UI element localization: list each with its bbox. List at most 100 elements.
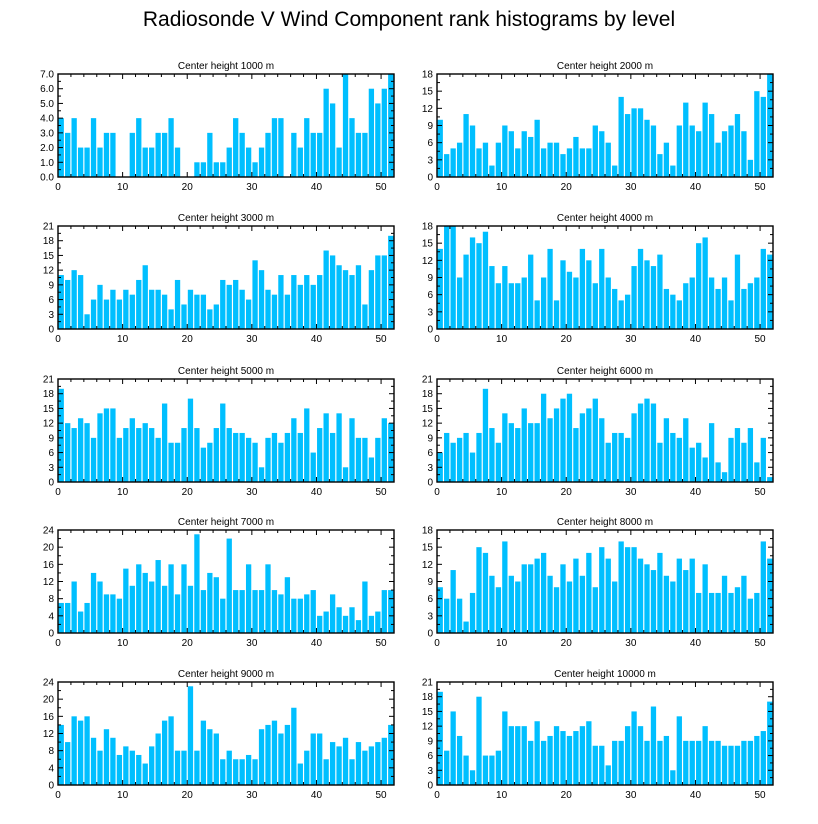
histogram-bar xyxy=(663,142,670,177)
histogram-bar xyxy=(142,147,148,177)
histogram-bar xyxy=(715,288,721,329)
x-tick-label: 50 xyxy=(755,182,767,193)
histogram-bar xyxy=(310,132,316,177)
histogram-bar xyxy=(728,745,734,785)
y-tick-label: 15 xyxy=(422,239,434,250)
histogram-bar xyxy=(239,132,245,177)
histogram-bar xyxy=(271,590,278,633)
histogram-bar xyxy=(362,581,368,633)
histogram-bar xyxy=(754,735,760,785)
histogram-bar xyxy=(388,74,394,177)
histogram-bar xyxy=(226,750,232,785)
histogram-bar xyxy=(599,418,605,482)
histogram-bar xyxy=(456,437,463,482)
histogram-bar xyxy=(437,248,443,329)
histogram-bar xyxy=(708,740,715,785)
y-tick-label: 0 xyxy=(48,781,54,792)
histogram-bar xyxy=(495,142,502,177)
histogram-bar xyxy=(437,119,443,177)
x-tick-label: 30 xyxy=(246,638,258,649)
x-tick-label: 30 xyxy=(246,790,258,801)
x-tick-label: 10 xyxy=(117,790,129,801)
histogram-bar xyxy=(683,283,689,329)
histogram-bar xyxy=(252,590,258,633)
histogram-bar xyxy=(760,731,766,785)
histogram-bar xyxy=(110,408,116,482)
y-tick-label: 6 xyxy=(427,448,433,459)
histogram-bar xyxy=(278,733,284,785)
histogram-bar xyxy=(637,403,644,482)
histogram-bar xyxy=(482,755,489,785)
x-tick-label: 30 xyxy=(625,334,637,345)
histogram-bar xyxy=(456,142,463,177)
histogram-bar xyxy=(495,750,502,785)
histogram-bar xyxy=(502,266,508,329)
histogram-bar xyxy=(207,729,213,785)
histogram-bar xyxy=(540,277,547,329)
histogram-bar xyxy=(618,96,624,177)
histogram-bar xyxy=(760,248,766,329)
histogram-bar xyxy=(708,423,715,482)
y-tick-label: 15 xyxy=(422,404,434,415)
histogram-bar xyxy=(142,423,148,482)
histogram-bar xyxy=(368,270,375,329)
histogram-bar xyxy=(187,686,194,785)
y-tick-label: 15 xyxy=(43,404,55,415)
histogram-panel: Center height 4000 m 0 3 6 9 12 15 18 0 10 20 30 40 5… xyxy=(422,213,774,345)
histogram-bar xyxy=(515,581,521,633)
histogram-bar xyxy=(239,432,245,482)
y-tick-label: 1.0 xyxy=(40,158,54,169)
histogram-bar xyxy=(317,428,323,482)
histogram-bar xyxy=(265,132,271,177)
histogram-bar xyxy=(605,558,611,633)
histogram-bar xyxy=(489,165,495,177)
histogram-bar xyxy=(515,148,521,177)
histogram-bar xyxy=(342,74,349,177)
histogram-bar xyxy=(689,277,695,329)
histogram-bar xyxy=(573,731,579,785)
y-tick-label: 20 xyxy=(43,695,55,706)
histogram-bar xyxy=(381,418,387,482)
histogram-bar xyxy=(381,255,387,329)
histogram-bar xyxy=(437,587,443,633)
y-tick-label: 9 xyxy=(48,280,54,291)
y-tick-label: 4 xyxy=(48,611,54,622)
histogram-bar xyxy=(194,534,200,633)
histogram-bar xyxy=(650,570,657,633)
histogram-bar xyxy=(84,314,90,329)
histogram-bar xyxy=(528,423,534,482)
histogram-bar xyxy=(355,620,362,634)
histogram-bar xyxy=(310,284,316,329)
histogram-bar xyxy=(547,248,553,329)
x-tick-label: 50 xyxy=(755,487,767,498)
panel-title: Center height 4000 m xyxy=(557,213,653,224)
histogram-bar xyxy=(534,558,540,633)
histogram-bar xyxy=(741,442,747,482)
histogram-bar xyxy=(547,575,553,633)
y-tick-label: 6 xyxy=(48,295,54,306)
histogram-bar xyxy=(444,226,450,329)
histogram-bar xyxy=(65,423,71,482)
histogram-bar xyxy=(220,759,226,785)
histogram-bar xyxy=(586,721,592,785)
y-tick-label: 12 xyxy=(43,729,55,740)
histogram-bar xyxy=(258,270,265,329)
histogram-bar xyxy=(200,294,207,329)
histogram-bar xyxy=(469,125,476,177)
x-tick-label: 50 xyxy=(376,638,388,649)
histogram-panel: Center height 10000 m 0 3 6 9 12 15 18 21 0 10 20 30… xyxy=(422,669,774,801)
histogram-bar xyxy=(508,131,514,177)
histogram-bar xyxy=(469,452,476,482)
histogram-bar xyxy=(90,572,97,633)
histogram-bar xyxy=(754,462,760,482)
histogram-bar xyxy=(181,304,187,329)
histogram-bar xyxy=(252,759,258,785)
histogram-bar xyxy=(624,114,631,177)
histogram-bar xyxy=(84,423,90,482)
histogram-bar xyxy=(696,442,702,482)
histogram-bar xyxy=(482,142,489,177)
y-tick-label: 0 xyxy=(48,629,54,640)
histogram-bar xyxy=(476,696,482,785)
y-tick-label: 0 xyxy=(427,478,433,489)
